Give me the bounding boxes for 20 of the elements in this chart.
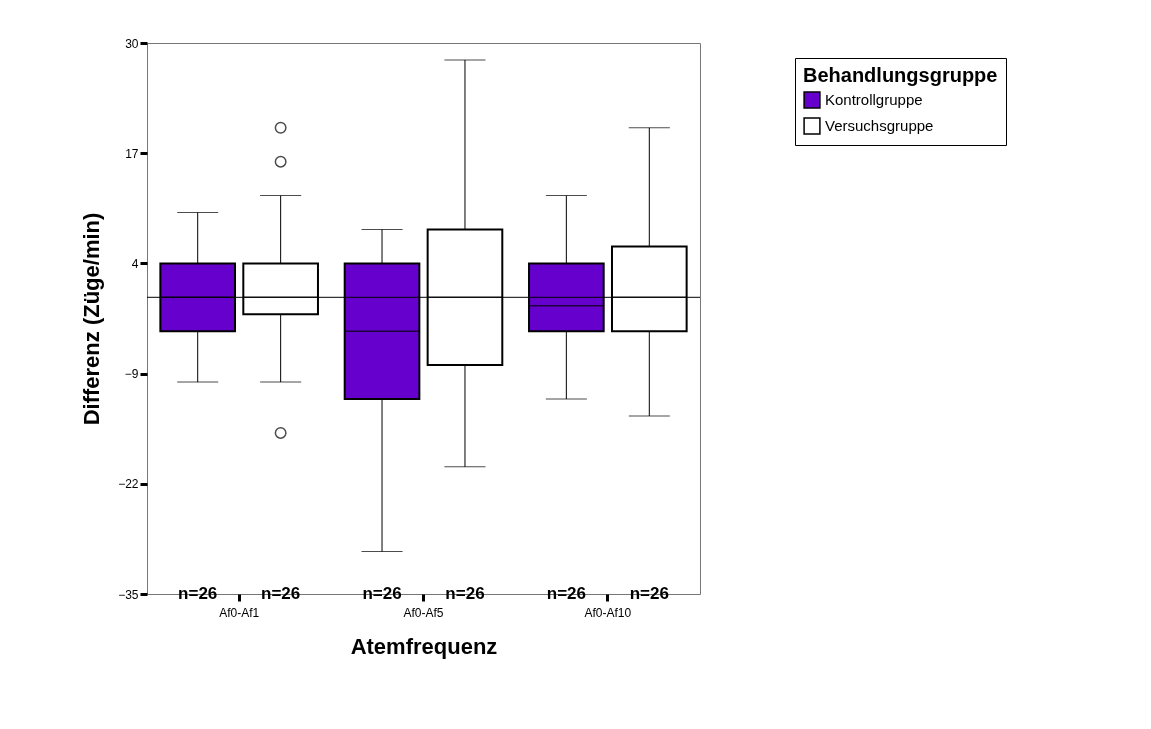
annotation: n=26 (445, 584, 485, 603)
x-axis-title: Atemfrequenz (350, 633, 498, 659)
annotation: n=26 (546, 584, 586, 603)
annotation: n=26 (261, 584, 301, 603)
x-tick-label: Af0-Af1 (219, 605, 260, 620)
y-tick-label: 17 (125, 146, 139, 161)
y-tick-label: 4 (131, 256, 139, 271)
x-tick-label: Af0-Af5 (403, 605, 444, 620)
y-tick-label: −22 (118, 477, 139, 492)
y-tick-label: −9 (124, 367, 139, 382)
legend-title: Behandlungsgruppe (803, 64, 998, 86)
legend-label: Kontrollgruppe (825, 91, 923, 108)
y-tick-label: 30 (125, 36, 139, 51)
legend-label: Versuchsgruppe (825, 117, 934, 134)
x-tick-label: Af0-Af10 (584, 605, 632, 620)
annotation: n=26 (629, 584, 669, 603)
y-axis-title: Differenz (Züge/min) (79, 212, 105, 426)
annotation: n=26 (178, 584, 218, 603)
y-tick-label: −35 (118, 587, 139, 602)
annotation: n=26 (362, 584, 402, 603)
